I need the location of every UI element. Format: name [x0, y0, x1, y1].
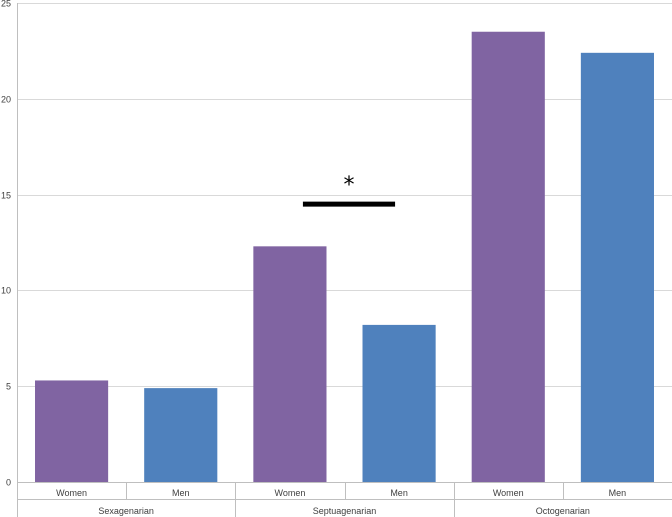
bar-octogenarian-men — [580, 52, 654, 482]
x-tick-label-men: Men — [172, 488, 190, 498]
y-axis-ticks: 0 5 10 15 20 25 — [1, 0, 11, 488]
bar-sexagenarian-men — [144, 388, 218, 482]
bar-octogenarian-women — [471, 31, 545, 483]
x-tick-label-men: Men — [609, 488, 627, 498]
x-tick-label-women: Women — [274, 488, 305, 498]
x-group-label-octogenarian: Octogenarian — [536, 506, 590, 516]
x-tick-label-men: Men — [390, 488, 408, 498]
y-tick-label-15: 15 — [1, 191, 11, 201]
x-tick-label-women: Women — [56, 488, 87, 498]
x-axis: Women Men Women Men Women Men Sexagenarian Sept… — [17, 3, 672, 517]
x-tick-label-women: Women — [493, 488, 524, 498]
significance-annotation: * — [302, 173, 396, 207]
y-tick-label-5: 5 — [6, 382, 11, 392]
x-group-label-septuagenarian: Septuagenarian — [313, 506, 377, 516]
y-tick-label-25: 25 — [1, 0, 11, 9]
bars — [35, 31, 654, 483]
bar-septuagenarian-men — [362, 324, 436, 482]
gridlines — [17, 3, 672, 387]
y-tick-label-20: 20 — [1, 95, 11, 105]
y-tick-label-0: 0 — [6, 478, 11, 488]
significance-asterisk: * — [344, 173, 355, 198]
bar-septuagenarian-women — [253, 246, 327, 482]
bar-sexagenarian-women — [35, 380, 109, 482]
x-group-label-sexagenarian: Sexagenarian — [98, 506, 154, 516]
y-tick-label-10: 10 — [1, 286, 11, 296]
